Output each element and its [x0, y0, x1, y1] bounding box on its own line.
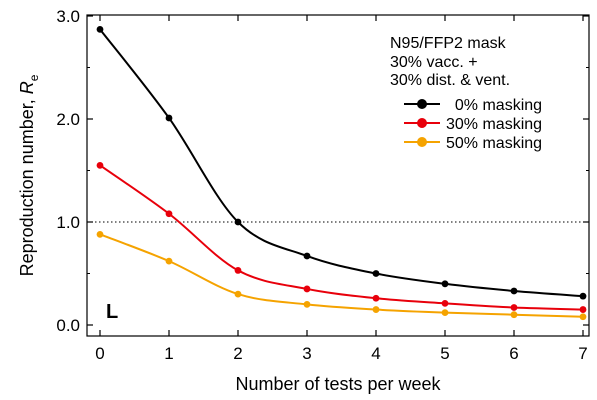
- data-point: [510, 311, 518, 319]
- series-line: [99, 164, 584, 311]
- x-tick-label: 1: [164, 344, 173, 363]
- y-axis-title: Reproduction number, Re: [17, 74, 41, 276]
- legend-label: 0% masking: [446, 97, 542, 114]
- data-point: [303, 252, 311, 260]
- data-point: [234, 290, 242, 298]
- y-tick-label: 2.0: [56, 110, 80, 129]
- data-point: [372, 294, 380, 302]
- legend-label: 50% masking: [446, 135, 542, 152]
- data-point: [441, 309, 449, 317]
- x-tick-label: 6: [509, 344, 518, 363]
- y-tick-label: 0.0: [56, 316, 80, 335]
- data-point: [579, 292, 587, 300]
- data-point: [372, 270, 380, 277]
- panel-label: L: [106, 301, 118, 323]
- y-tick-label: 1.0: [56, 213, 80, 232]
- data-point: [165, 114, 173, 122]
- series-line: [99, 233, 584, 318]
- data-point: [165, 257, 173, 265]
- legend-marker: [417, 99, 427, 109]
- x-tick-label: 3: [302, 344, 311, 363]
- plot-frame: [86, 14, 590, 337]
- legend-header-line: 30% dist. & vent.: [390, 72, 510, 89]
- data-point: [441, 280, 449, 288]
- y-tick-label: 3.0: [56, 7, 80, 26]
- data-point: [303, 301, 311, 308]
- data-point: [579, 313, 587, 321]
- data-point: [372, 306, 380, 313]
- y-axis-title-text: Reproduction number,: [17, 94, 37, 276]
- legend-marker: [417, 118, 427, 128]
- y-axis-title-symbol: R: [17, 81, 37, 94]
- data-point: [234, 267, 242, 274]
- data-point: [96, 25, 104, 33]
- data-point: [303, 285, 311, 293]
- legend-header-line: 30% vacc. +: [390, 54, 478, 71]
- x-tick-label: 0: [95, 344, 104, 363]
- data-point: [96, 230, 104, 238]
- data-point: [441, 299, 449, 307]
- x-tick-label: 5: [440, 344, 449, 363]
- x-tick-label: 4: [371, 344, 380, 363]
- data-point: [510, 304, 518, 311]
- data-point: [579, 306, 587, 313]
- data-point: [510, 287, 518, 295]
- legend: N95/FFP2 mask 30% vacc. + 30% dist. & ve…: [390, 35, 542, 152]
- x-axis-title: Number of tests per week: [235, 374, 441, 394]
- data-point: [234, 218, 242, 226]
- series-line: [99, 28, 584, 298]
- x-tick-label: 7: [578, 344, 587, 363]
- x-tick-label: 2: [233, 344, 242, 363]
- legend-label: 30% masking: [446, 116, 542, 133]
- data-point: [165, 210, 173, 218]
- legend-marker: [417, 137, 427, 147]
- legend-header-line: N95/FFP2 mask: [390, 35, 507, 52]
- y-axis-title-subscript: e: [27, 74, 41, 81]
- data-point: [96, 161, 104, 169]
